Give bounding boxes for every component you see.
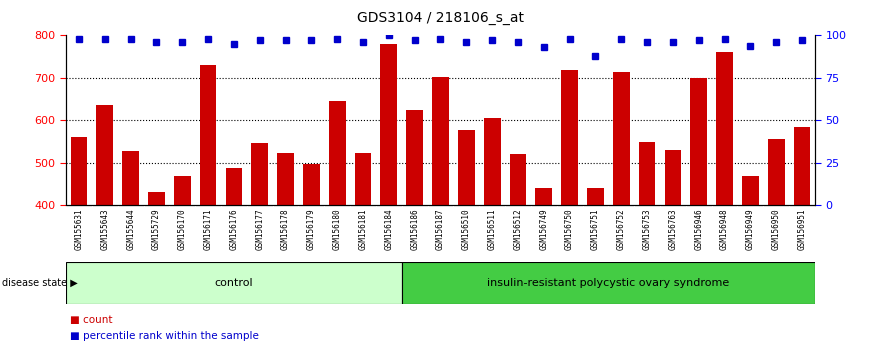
Text: GSM156187: GSM156187	[436, 208, 445, 250]
Text: GSM156750: GSM156750	[565, 208, 574, 250]
Text: GSM156752: GSM156752	[617, 208, 626, 250]
Text: GSM156179: GSM156179	[307, 208, 316, 250]
Bar	[587, 188, 603, 354]
Bar	[768, 139, 785, 354]
Bar	[70, 137, 87, 354]
Text: GSM156180: GSM156180	[333, 208, 342, 250]
Bar	[329, 101, 345, 354]
Text: GSM156170: GSM156170	[178, 208, 187, 250]
Bar	[509, 154, 526, 354]
Text: GSM156181: GSM156181	[359, 208, 367, 250]
Bar	[484, 118, 500, 354]
Text: control: control	[215, 278, 253, 288]
Bar	[406, 110, 423, 354]
Text: GSM156177: GSM156177	[255, 208, 264, 250]
Text: GSM155644: GSM155644	[126, 208, 135, 250]
Text: GSM156946: GSM156946	[694, 208, 703, 250]
Bar	[742, 176, 759, 354]
Bar	[148, 192, 165, 354]
Text: GSM156751: GSM156751	[591, 208, 600, 250]
Bar	[303, 164, 320, 354]
Text: GSM156512: GSM156512	[514, 208, 522, 250]
Bar	[96, 105, 113, 354]
Bar	[381, 44, 397, 354]
Text: disease state ▶: disease state ▶	[2, 278, 78, 288]
Bar	[278, 153, 294, 354]
Text: GSM156949: GSM156949	[746, 208, 755, 250]
Bar	[355, 153, 372, 354]
Text: GSM156510: GSM156510	[462, 208, 470, 250]
Bar	[174, 176, 190, 354]
Text: GSM156950: GSM156950	[772, 208, 781, 250]
Text: GSM156763: GSM156763	[669, 208, 677, 250]
Bar	[458, 130, 475, 354]
Text: GSM156511: GSM156511	[488, 208, 497, 250]
Text: GSM155643: GSM155643	[100, 208, 109, 250]
Text: GSM156184: GSM156184	[384, 208, 393, 250]
Text: GSM156176: GSM156176	[229, 208, 239, 250]
Text: GSM156171: GSM156171	[204, 208, 212, 250]
Bar	[226, 169, 242, 354]
Text: GSM156753: GSM156753	[642, 208, 652, 250]
Text: ■ count: ■ count	[70, 315, 113, 325]
Bar	[716, 52, 733, 354]
Text: GSM156951: GSM156951	[797, 208, 806, 250]
Bar	[794, 127, 811, 354]
Bar	[66, 262, 402, 304]
Bar	[122, 152, 139, 354]
Text: GSM156178: GSM156178	[281, 208, 290, 250]
Bar	[613, 72, 630, 354]
Bar	[251, 143, 268, 354]
Bar	[402, 262, 815, 304]
Text: GSM156749: GSM156749	[539, 208, 548, 250]
Text: GSM156948: GSM156948	[720, 208, 729, 250]
Text: ■ percentile rank within the sample: ■ percentile rank within the sample	[70, 331, 259, 341]
Bar	[561, 70, 578, 354]
Bar	[536, 188, 552, 354]
Text: insulin-resistant polycystic ovary syndrome: insulin-resistant polycystic ovary syndr…	[487, 278, 729, 288]
Text: GSM155631: GSM155631	[75, 208, 84, 250]
Text: GDS3104 / 218106_s_at: GDS3104 / 218106_s_at	[357, 11, 524, 25]
Bar	[200, 65, 217, 354]
Bar	[639, 142, 655, 354]
Bar	[691, 78, 707, 354]
Bar	[432, 76, 449, 354]
Text: GSM156186: GSM156186	[411, 208, 419, 250]
Text: GSM155729: GSM155729	[152, 208, 161, 250]
Bar	[664, 150, 681, 354]
